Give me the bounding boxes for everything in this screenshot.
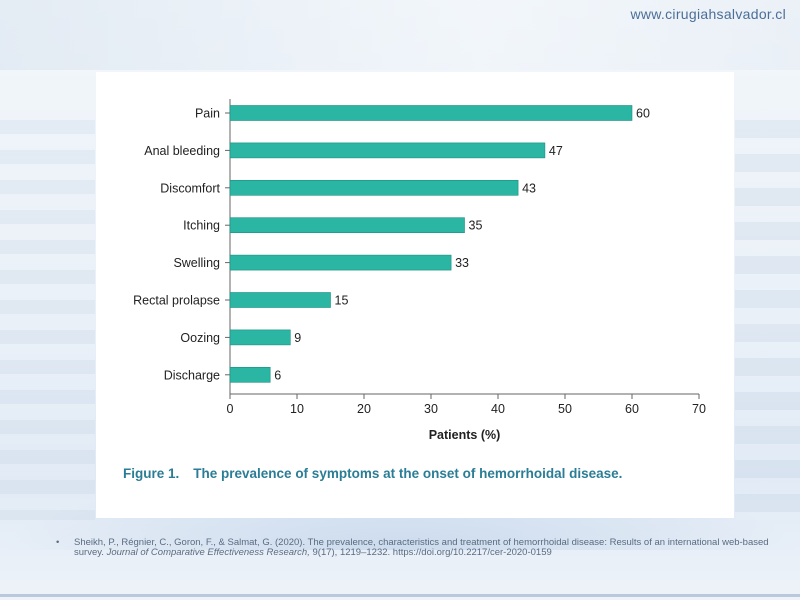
x-tick-label: 0 (227, 402, 234, 416)
x-tick-label: 40 (491, 402, 505, 416)
bar (229, 105, 633, 121)
x-tick-label: 10 (290, 402, 304, 416)
bar (229, 142, 546, 159)
data-label: 35 (469, 219, 483, 233)
reference-details: 9(17), 1219–1232. https://doi.org/10.221… (312, 547, 552, 558)
bar (229, 254, 452, 271)
category-label: Oozing (180, 331, 220, 345)
data-label: 43 (522, 181, 536, 195)
x-tick-label: 70 (692, 402, 706, 416)
data-label: 60 (636, 107, 650, 121)
bar (229, 292, 331, 308)
data-label: 15 (335, 294, 349, 308)
reference-journal: Journal of Comparative Effectiveness Res… (106, 547, 310, 558)
reference-authors: Sheikh, P., Régnier, C., Goron, F., & Sa… (74, 537, 769, 558)
data-label: 47 (549, 144, 563, 158)
site-url[interactable]: www.cirugiahsalvador.cl (630, 6, 786, 22)
data-label: 33 (455, 256, 469, 270)
bar (229, 180, 519, 196)
category-label: Pain (195, 107, 220, 121)
x-axis-title: Patients (%) (429, 428, 501, 442)
bar (229, 329, 291, 346)
category-label: Anal bleeding (144, 144, 220, 158)
figure-label: Figure 1. (123, 466, 180, 481)
figure-caption: Figure 1. The prevalence of symptoms at t… (123, 466, 622, 481)
category-label: Rectal prolapse (133, 294, 220, 308)
bottom-divider (0, 594, 800, 597)
figure-title: The prevalence of symptoms at the onset … (193, 466, 623, 481)
x-tick-label: 20 (357, 402, 371, 416)
x-tick-label: 60 (625, 402, 639, 416)
background-right-decoration (735, 120, 800, 520)
reference-bullet: • (56, 537, 60, 548)
category-label: Discharge (164, 368, 220, 382)
data-label: 6 (274, 368, 281, 382)
bar (229, 366, 271, 383)
background-left-decoration (0, 120, 95, 520)
reference-citation: • Sheikh, P., Régnier, C., Goron, F., & … (56, 538, 776, 558)
bar (229, 217, 465, 233)
category-label: Swelling (173, 256, 220, 270)
category-label: Discomfort (160, 181, 220, 195)
data-label: 9 (294, 331, 301, 345)
x-tick-label: 30 (424, 402, 438, 416)
category-label: Itching (183, 219, 220, 233)
x-tick-label: 50 (558, 402, 572, 416)
figure-panel: Pain 60 Anal bleeding 47 Discomfort 43 Itching… (96, 72, 734, 518)
